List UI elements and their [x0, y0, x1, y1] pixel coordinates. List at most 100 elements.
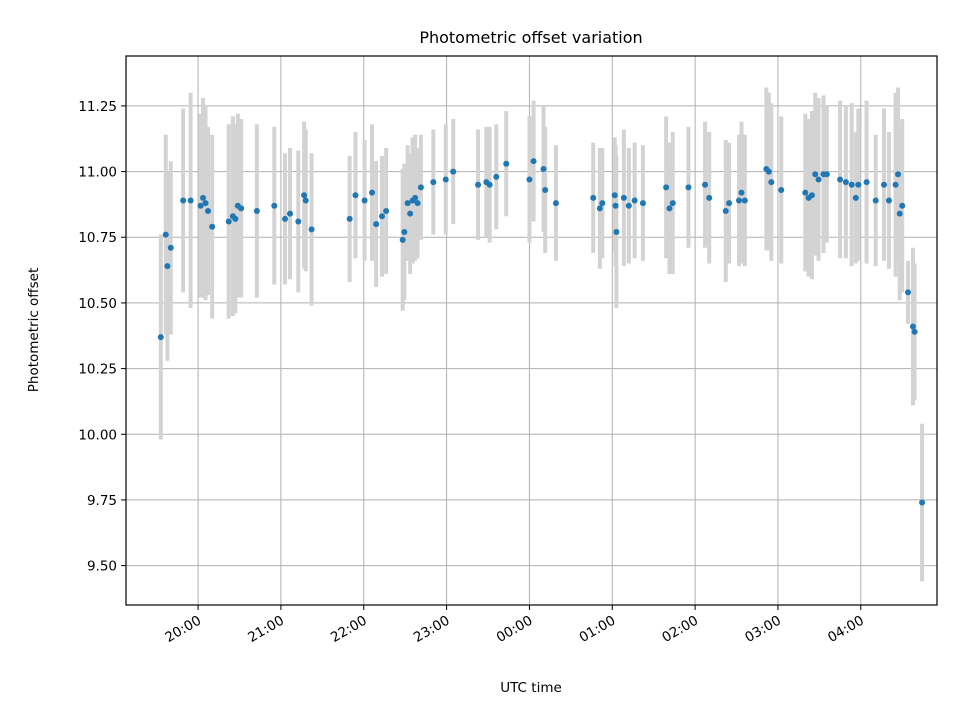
data-point: [812, 171, 819, 178]
y-tick-label: 10.00: [78, 427, 117, 443]
data-point: [401, 228, 408, 235]
data-point: [378, 213, 385, 220]
data-point: [669, 200, 676, 207]
data-point: [540, 165, 547, 172]
y-tick-label: 9.50: [87, 559, 117, 575]
data-point: [706, 194, 713, 201]
data-point: [685, 184, 692, 191]
y-tick-label: 10.50: [78, 296, 117, 312]
data-point: [205, 207, 212, 214]
data-point: [880, 181, 887, 188]
y-axis: 9.50 9.75 10.00 10.25 10.50 10.75 11.00 11.25: [78, 99, 126, 575]
data-point: [892, 181, 899, 188]
data-point: [726, 200, 733, 207]
data-point: [361, 197, 368, 204]
data-point: [855, 181, 862, 188]
data-point: [872, 197, 879, 204]
data-point: [666, 205, 673, 212]
data-point: [823, 171, 830, 178]
y-tick-label: 10.75: [78, 230, 117, 246]
data-point: [301, 192, 308, 199]
data-point: [620, 194, 627, 201]
data-point: [599, 200, 606, 207]
data-point: [722, 207, 729, 214]
data-point: [768, 179, 775, 186]
data-point: [493, 173, 500, 180]
data-point: [202, 200, 209, 207]
data-point: [639, 200, 646, 207]
data-point: [373, 221, 380, 228]
y-tick-label: 9.75: [87, 493, 117, 509]
data-point: [450, 168, 457, 175]
data-point: [612, 202, 619, 209]
data-point: [590, 194, 597, 201]
data-point: [896, 210, 903, 217]
data-point: [412, 194, 419, 201]
data-point: [526, 176, 533, 183]
data-point: [808, 192, 815, 199]
y-axis-label: Photometric offset: [26, 268, 42, 392]
data-point: [863, 179, 870, 186]
data-point: [848, 181, 855, 188]
data-point: [919, 499, 926, 506]
data-point: [200, 194, 207, 201]
data-point: [778, 186, 785, 193]
data-point: [905, 289, 912, 296]
data-point: [407, 210, 414, 217]
y-tick-label: 11.00: [78, 165, 117, 181]
data-point: [383, 207, 390, 214]
data-point: [253, 207, 260, 214]
data-point: [209, 223, 216, 230]
data-point: [197, 202, 204, 209]
data-point: [180, 197, 187, 204]
data-point: [736, 197, 743, 204]
data-point: [162, 231, 169, 238]
data-point: [157, 334, 164, 341]
data-point: [503, 160, 510, 167]
y-tick-label: 11.25: [78, 99, 117, 115]
data-point: [295, 218, 302, 225]
data-point: [167, 244, 174, 251]
data-point: [430, 179, 437, 186]
data-point: [663, 184, 670, 191]
data-point: [302, 197, 309, 204]
data-point: [399, 236, 406, 243]
data-point: [738, 189, 745, 196]
data-point: [164, 263, 171, 270]
data-point: [287, 210, 294, 217]
data-point: [308, 226, 315, 233]
data-point: [837, 176, 844, 183]
plot-frame: [125, 55, 938, 606]
data-point: [613, 228, 620, 235]
data-point: [802, 189, 809, 196]
data-point: [352, 192, 359, 199]
data-point: [486, 181, 493, 188]
data-point: [238, 205, 245, 212]
data-point: [702, 181, 709, 188]
y-tick-label: 10.25: [78, 362, 117, 378]
data-point: [596, 205, 603, 212]
chart-title: Photometric offset variation: [419, 28, 642, 47]
data-point: [187, 197, 194, 204]
data-point: [442, 176, 449, 183]
data-point: [885, 197, 892, 204]
data-point: [842, 179, 849, 186]
data-point: [899, 202, 906, 209]
data-points: [157, 158, 926, 506]
data-point: [611, 192, 618, 199]
data-point: [895, 171, 902, 178]
data-point: [631, 197, 638, 204]
data-point: [542, 186, 549, 193]
data-point: [552, 200, 559, 207]
data-point: [271, 202, 278, 209]
data-point: [815, 176, 822, 183]
data-point: [225, 218, 232, 225]
data-point: [852, 194, 859, 201]
x-axis-label: UTC time: [500, 680, 562, 696]
data-point: [404, 200, 411, 207]
data-point: [530, 158, 537, 165]
data-point: [741, 197, 748, 204]
data-point: [909, 323, 916, 330]
data-point: [765, 168, 772, 175]
